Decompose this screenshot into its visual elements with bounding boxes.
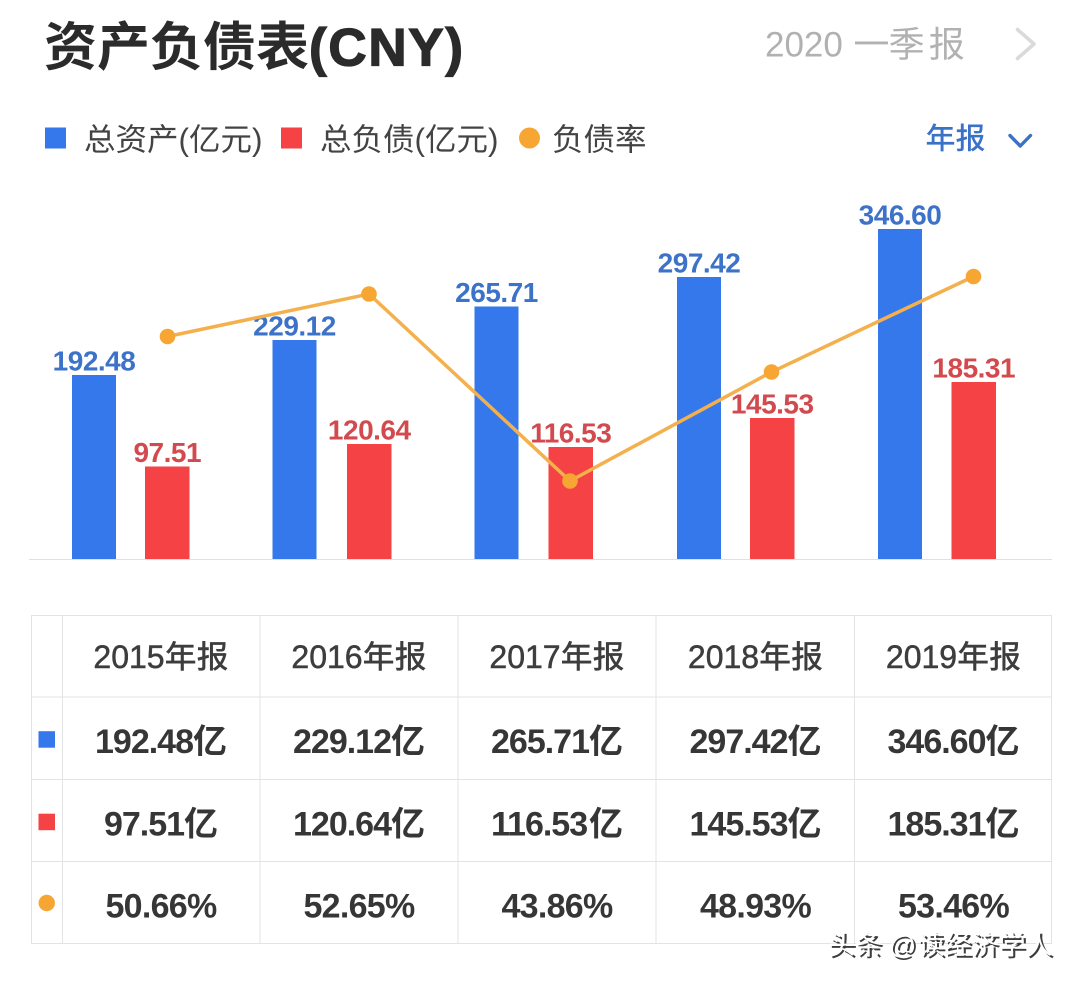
svg-text:43.86%: 43.86% — [501, 888, 613, 926]
svg-text:(CNY): (CNY) — [309, 19, 465, 78]
svg-text:297.42: 297.42 — [658, 248, 741, 279]
svg-text:185.31: 185.31 — [932, 353, 1015, 384]
svg-text:): ) — [488, 122, 499, 158]
svg-text:2019: 2019 — [886, 639, 957, 675]
svg-text:145.53: 145.53 — [690, 806, 788, 844]
svg-text:192.48: 192.48 — [53, 346, 136, 377]
svg-text:2020: 2020 — [765, 26, 843, 65]
svg-text:(: ( — [179, 122, 190, 158]
svg-text:2018: 2018 — [688, 639, 759, 675]
svg-text:(: ( — [415, 122, 426, 158]
svg-text:346.60: 346.60 — [888, 723, 986, 761]
svg-text:145.53: 145.53 — [731, 389, 814, 420]
svg-text:229.12: 229.12 — [293, 723, 391, 761]
svg-text:53.46%: 53.46% — [898, 888, 1010, 926]
svg-text:120.64: 120.64 — [328, 415, 412, 446]
svg-text:297.42: 297.42 — [690, 723, 788, 761]
svg-text:2016: 2016 — [291, 639, 362, 675]
svg-text:192.48: 192.48 — [95, 723, 193, 761]
svg-text:2015: 2015 — [93, 639, 164, 675]
svg-text:120.64: 120.64 — [293, 806, 392, 844]
svg-text:185.31: 185.31 — [888, 806, 986, 844]
svg-text:346.60: 346.60 — [859, 200, 942, 231]
svg-text:265.71: 265.71 — [455, 277, 538, 308]
svg-text:265.71: 265.71 — [491, 723, 589, 761]
svg-text:116.53: 116.53 — [491, 806, 587, 844]
svg-text:97.51: 97.51 — [104, 806, 184, 844]
svg-text:50.66%: 50.66% — [105, 888, 217, 926]
svg-text:116.53: 116.53 — [530, 418, 611, 449]
svg-text:): ) — [252, 122, 263, 158]
svg-text:48.93%: 48.93% — [700, 888, 812, 926]
svg-text:52.65%: 52.65% — [303, 888, 415, 926]
svg-text:97.51: 97.51 — [133, 437, 201, 468]
svg-text:2017: 2017 — [489, 639, 560, 675]
